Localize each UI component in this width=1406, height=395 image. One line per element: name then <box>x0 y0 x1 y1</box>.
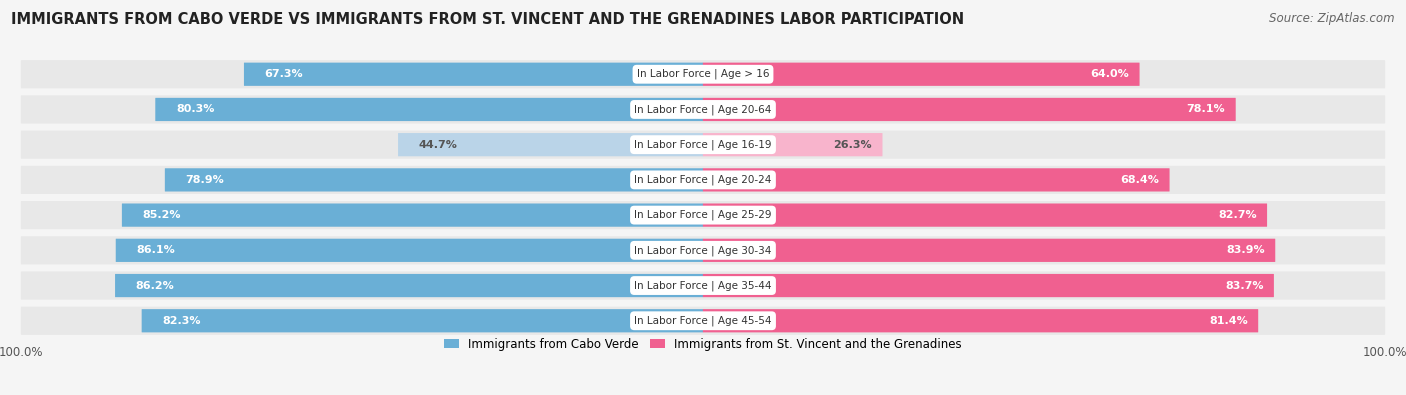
FancyBboxPatch shape <box>703 168 1170 192</box>
FancyBboxPatch shape <box>703 63 1139 86</box>
FancyBboxPatch shape <box>165 168 703 192</box>
Text: Source: ZipAtlas.com: Source: ZipAtlas.com <box>1270 12 1395 25</box>
FancyBboxPatch shape <box>398 133 703 156</box>
Text: 78.9%: 78.9% <box>186 175 224 185</box>
FancyBboxPatch shape <box>21 131 1385 159</box>
Text: 44.7%: 44.7% <box>419 140 457 150</box>
FancyBboxPatch shape <box>703 98 1236 121</box>
Text: 83.7%: 83.7% <box>1225 280 1264 291</box>
FancyBboxPatch shape <box>243 63 703 86</box>
Text: In Labor Force | Age 35-44: In Labor Force | Age 35-44 <box>634 280 772 291</box>
Text: 86.1%: 86.1% <box>136 245 176 255</box>
Text: 81.4%: 81.4% <box>1209 316 1249 326</box>
Text: 80.3%: 80.3% <box>176 104 214 115</box>
FancyBboxPatch shape <box>703 203 1267 227</box>
Text: In Labor Force | Age 20-64: In Labor Force | Age 20-64 <box>634 104 772 115</box>
FancyBboxPatch shape <box>703 239 1275 262</box>
FancyBboxPatch shape <box>122 203 703 227</box>
FancyBboxPatch shape <box>155 98 703 121</box>
FancyBboxPatch shape <box>703 309 1258 332</box>
FancyBboxPatch shape <box>21 201 1385 229</box>
Text: In Labor Force | Age 20-24: In Labor Force | Age 20-24 <box>634 175 772 185</box>
FancyBboxPatch shape <box>115 274 703 297</box>
Text: In Labor Force | Age 45-54: In Labor Force | Age 45-54 <box>634 316 772 326</box>
FancyBboxPatch shape <box>21 95 1385 124</box>
FancyBboxPatch shape <box>142 309 703 332</box>
Text: IMMIGRANTS FROM CABO VERDE VS IMMIGRANTS FROM ST. VINCENT AND THE GRENADINES LAB: IMMIGRANTS FROM CABO VERDE VS IMMIGRANTS… <box>11 12 965 27</box>
Text: 78.1%: 78.1% <box>1187 104 1226 115</box>
FancyBboxPatch shape <box>21 307 1385 335</box>
FancyBboxPatch shape <box>703 274 1274 297</box>
Text: In Labor Force | Age 25-29: In Labor Force | Age 25-29 <box>634 210 772 220</box>
Text: 83.9%: 83.9% <box>1226 245 1265 255</box>
FancyBboxPatch shape <box>21 166 1385 194</box>
FancyBboxPatch shape <box>21 60 1385 88</box>
Text: 82.7%: 82.7% <box>1218 210 1257 220</box>
Text: In Labor Force | Age 16-19: In Labor Force | Age 16-19 <box>634 139 772 150</box>
Text: In Labor Force | Age 30-34: In Labor Force | Age 30-34 <box>634 245 772 256</box>
Text: 85.2%: 85.2% <box>142 210 181 220</box>
Text: 82.3%: 82.3% <box>162 316 201 326</box>
Text: 67.3%: 67.3% <box>264 69 304 79</box>
Text: In Labor Force | Age > 16: In Labor Force | Age > 16 <box>637 69 769 79</box>
Text: 26.3%: 26.3% <box>834 140 872 150</box>
Legend: Immigrants from Cabo Verde, Immigrants from St. Vincent and the Grenadines: Immigrants from Cabo Verde, Immigrants f… <box>440 333 966 355</box>
Text: 64.0%: 64.0% <box>1091 69 1129 79</box>
FancyBboxPatch shape <box>21 271 1385 300</box>
Text: 68.4%: 68.4% <box>1121 175 1159 185</box>
FancyBboxPatch shape <box>703 133 883 156</box>
FancyBboxPatch shape <box>115 239 703 262</box>
FancyBboxPatch shape <box>21 236 1385 264</box>
Text: 86.2%: 86.2% <box>135 280 174 291</box>
